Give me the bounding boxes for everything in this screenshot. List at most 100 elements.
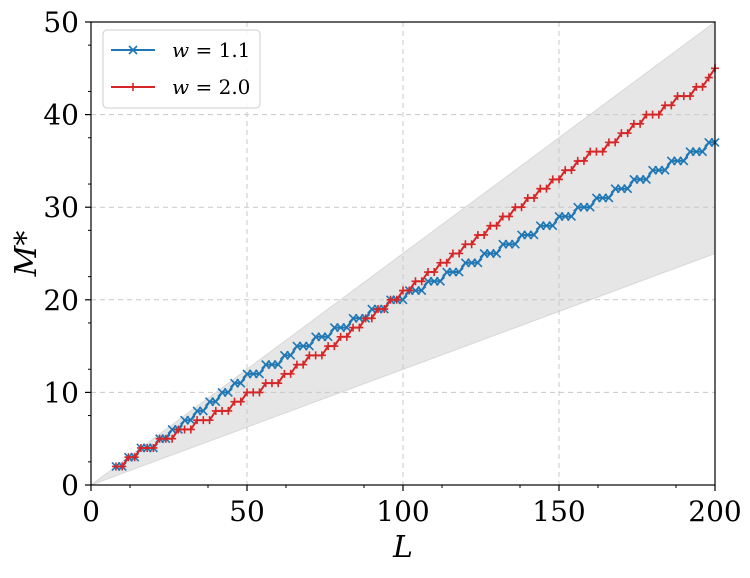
data-point	[255, 388, 264, 397]
legend-label-variable: w	[172, 75, 189, 99]
data-point	[392, 295, 401, 304]
data-point	[542, 184, 551, 193]
data-point	[417, 285, 427, 296]
legend-label: w = 2.0	[172, 75, 250, 99]
y-tick-label: 50	[43, 6, 79, 39]
data-point	[604, 193, 614, 203]
data-point	[430, 268, 439, 277]
data-point	[686, 92, 695, 101]
data-point	[517, 203, 526, 212]
legend: w = 1.1w = 2.0	[102, 29, 261, 109]
data-point	[585, 202, 595, 212]
data-point	[398, 295, 408, 305]
data-point	[636, 119, 645, 128]
data-point	[205, 416, 214, 425]
data-point	[236, 378, 246, 388]
data-point	[623, 129, 632, 138]
data-point	[223, 387, 233, 397]
data-point	[323, 332, 333, 342]
data-point	[186, 425, 195, 434]
data-point	[454, 267, 464, 277]
data-point	[667, 101, 676, 110]
data-point	[367, 314, 376, 323]
legend-marker	[128, 45, 138, 55]
data-point	[442, 258, 451, 267]
y-axis-label: M*	[9, 231, 44, 278]
data-point	[530, 193, 539, 202]
data-point	[679, 156, 689, 166]
y-tick-label: 20	[43, 284, 79, 317]
data-point	[274, 379, 283, 388]
data-point	[317, 351, 326, 360]
x-tick-label: 50	[229, 495, 265, 528]
legend-marker	[129, 83, 137, 91]
data-point	[380, 305, 389, 314]
data-point	[211, 397, 221, 407]
data-point	[224, 406, 233, 415]
data-point	[236, 397, 245, 406]
x-axis-label: L	[392, 530, 413, 565]
y-tick-label: 10	[43, 376, 79, 409]
data-point	[186, 415, 196, 425]
data-point	[510, 239, 520, 249]
legend-entry: w = 2.0	[111, 75, 250, 99]
data-point	[405, 286, 414, 295]
data-point	[198, 406, 208, 416]
data-point	[286, 369, 295, 378]
data-point	[492, 221, 501, 230]
data-point	[529, 230, 539, 240]
y-tick-label: 30	[43, 191, 79, 224]
data-point	[611, 138, 620, 147]
data-point	[555, 175, 563, 184]
data-point	[492, 248, 502, 259]
data-point	[704, 73, 713, 82]
data-point	[149, 443, 158, 452]
data-point	[579, 156, 588, 165]
x-tick-label: 0	[82, 495, 100, 528]
data-point	[254, 369, 265, 379]
data-point	[660, 165, 670, 175]
data-point	[598, 147, 607, 156]
x-tick-label: 150	[532, 495, 585, 528]
data-point	[299, 360, 308, 369]
data-point	[654, 110, 663, 119]
series-2	[111, 64, 719, 471]
data-point	[130, 453, 139, 462]
data-point	[567, 166, 576, 175]
data-point	[168, 434, 177, 443]
data-point	[505, 212, 514, 221]
data-point	[355, 323, 364, 332]
data-point	[455, 249, 464, 258]
y-tick-label: 40	[43, 99, 79, 132]
data-point	[330, 342, 339, 351]
data-point	[417, 277, 426, 286]
data-point	[623, 184, 633, 194]
data-point	[480, 230, 489, 239]
y-tick-label: 0	[61, 469, 79, 502]
data-point	[697, 147, 708, 157]
legend-label-value: = 1.1	[189, 38, 250, 62]
data-point	[273, 360, 283, 370]
axis-ticks: 0 50 100 150 200 0 10 20 30 40 50	[43, 6, 741, 528]
data-point	[118, 462, 127, 471]
series-layer	[111, 64, 720, 472]
data-point	[473, 258, 483, 268]
legend-entry: w = 1.1	[111, 38, 250, 62]
data-point	[698, 82, 707, 91]
data-point	[304, 341, 314, 351]
data-point	[566, 211, 577, 222]
axis-labels: L M*	[9, 231, 413, 565]
legend-label-variable: w	[172, 38, 189, 62]
data-point	[467, 240, 476, 249]
legend-label: w = 1.1	[172, 38, 250, 62]
data-point	[286, 350, 296, 360]
data-point	[342, 323, 352, 333]
x-tick-label: 100	[376, 495, 429, 528]
data-point	[435, 276, 446, 286]
data-point	[342, 332, 351, 341]
data-point	[641, 174, 651, 184]
data-point	[548, 221, 558, 231]
legend-label-value: = 2.0	[189, 75, 250, 99]
x-tick-label: 200	[688, 495, 741, 528]
